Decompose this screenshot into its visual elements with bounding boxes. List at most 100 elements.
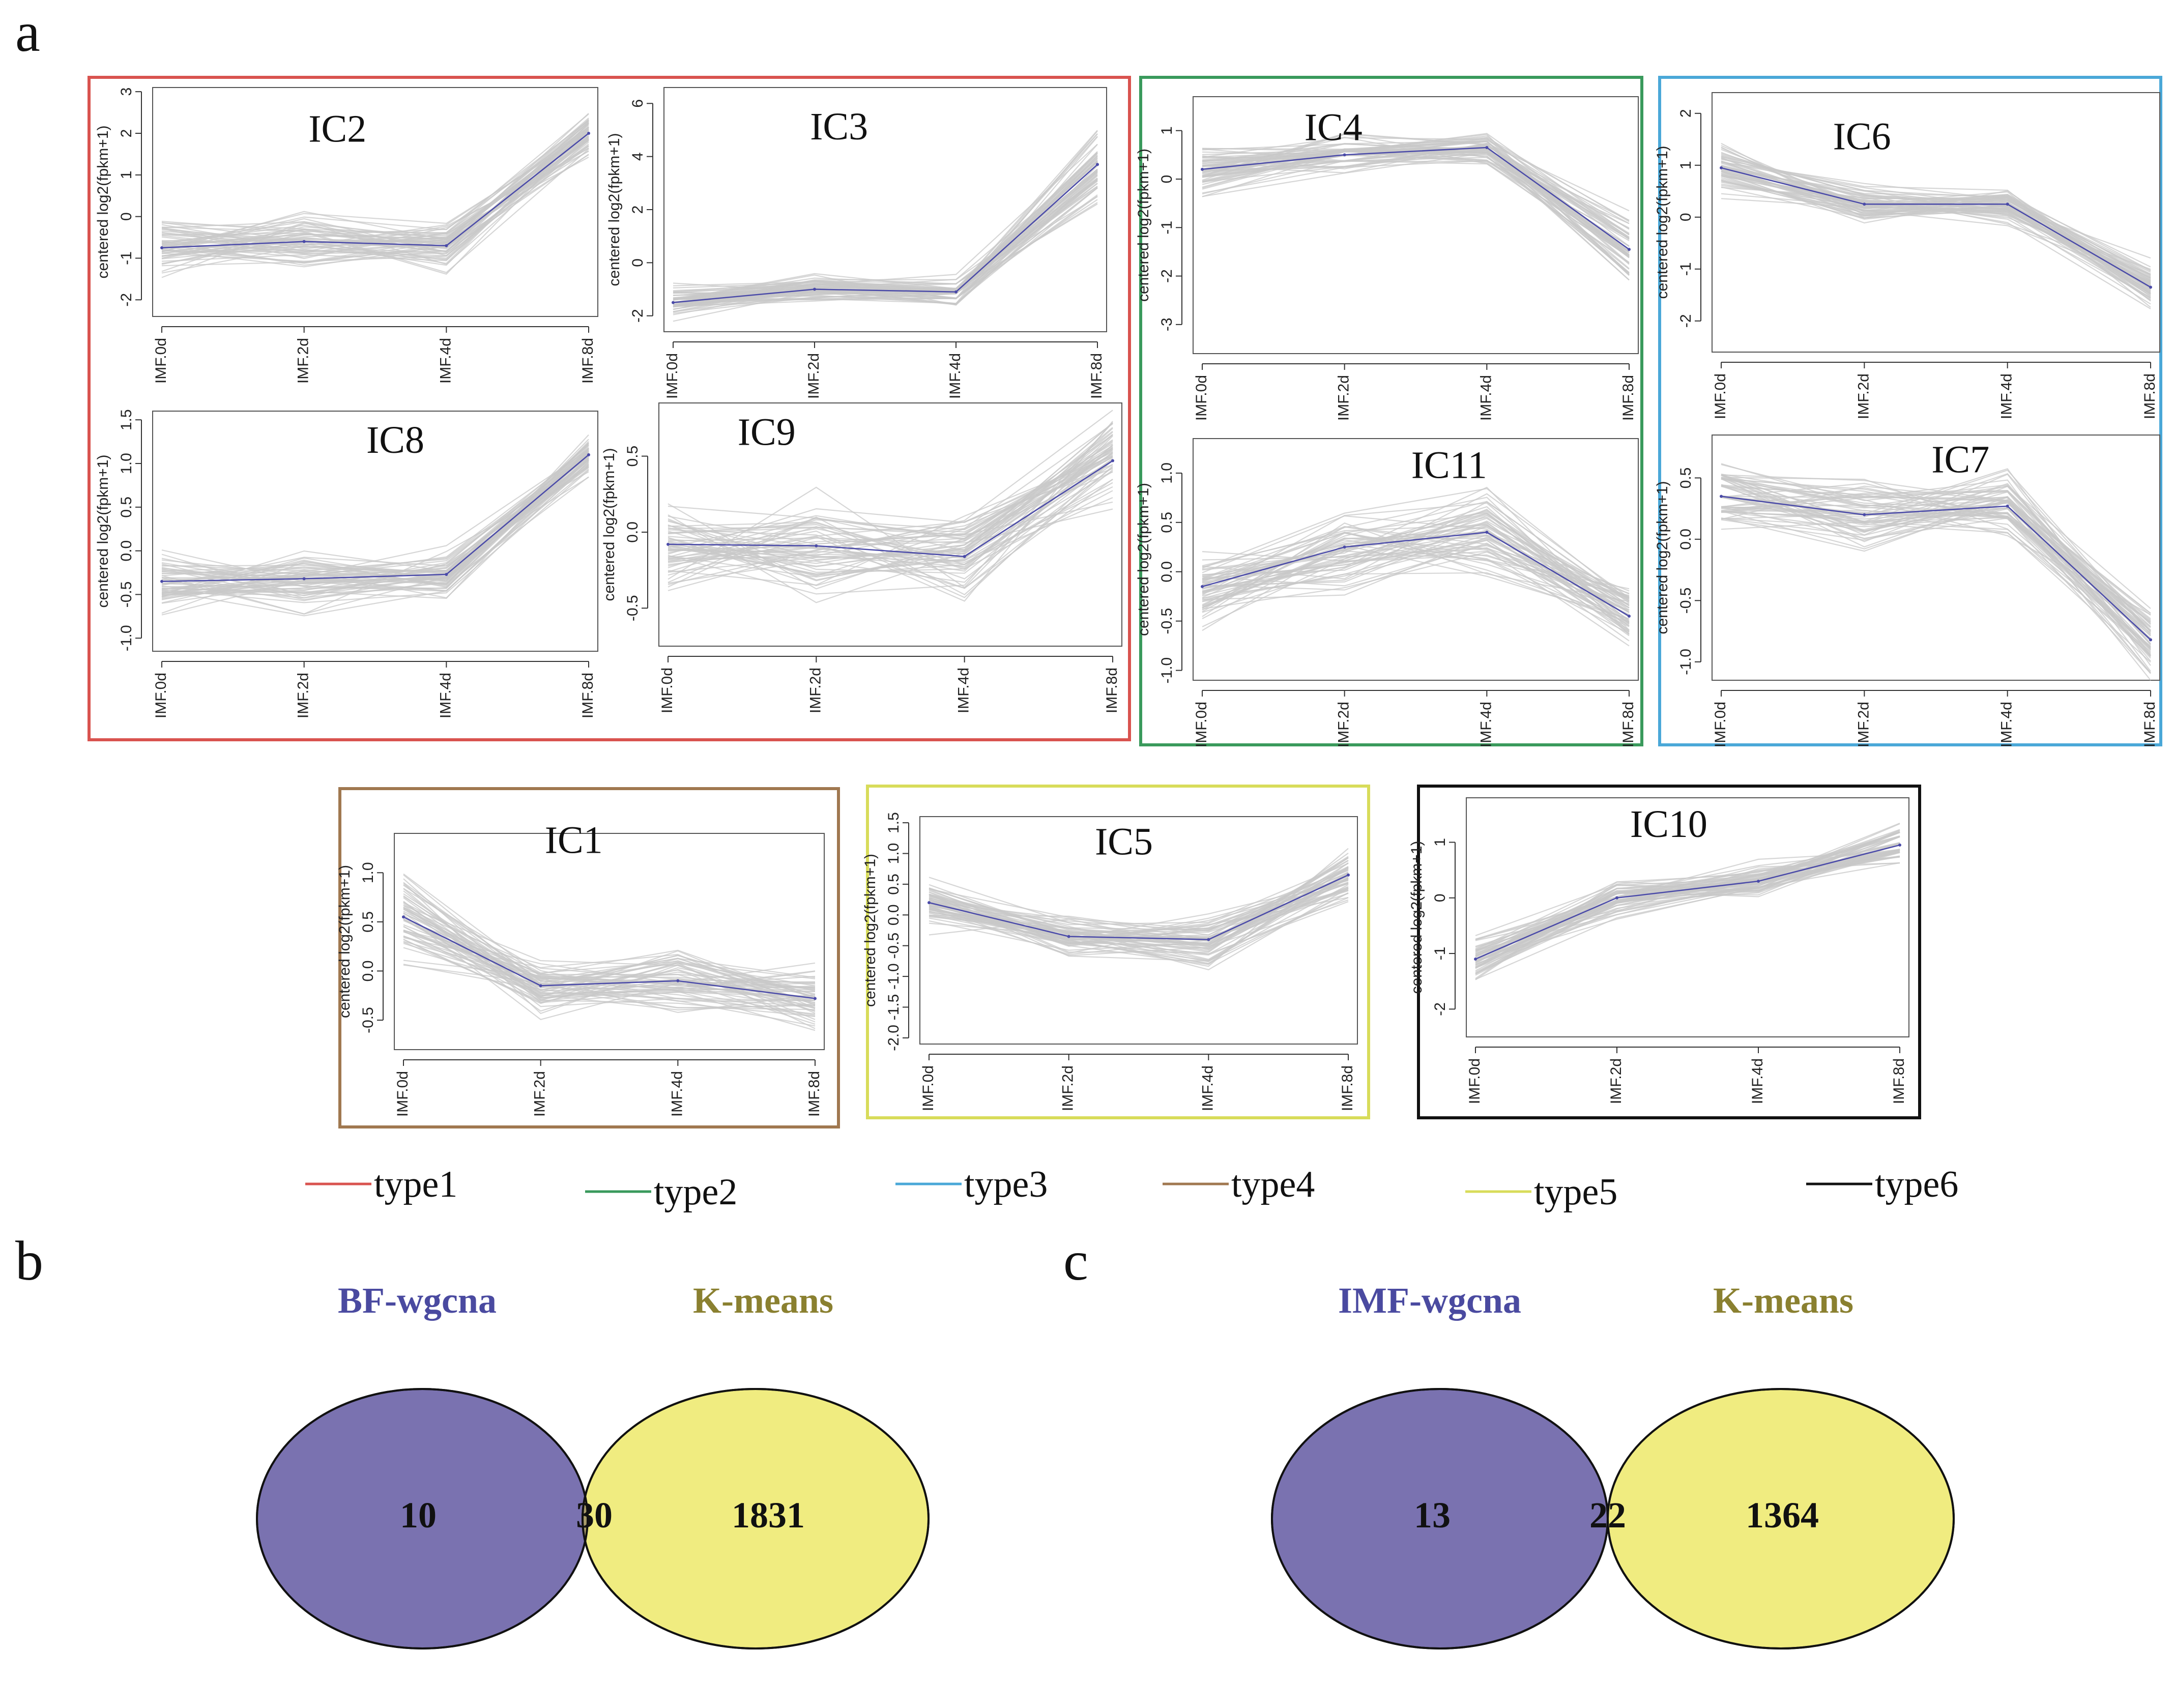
x-tick-label: IMF.8d [2141, 373, 2158, 419]
y-tick-label: 4 [629, 152, 646, 161]
centroid-point [1898, 843, 1901, 847]
gene-profile-line [673, 151, 1098, 305]
y-tick-label: 1.5 [118, 409, 135, 430]
gene-profile-line [1202, 524, 1630, 613]
chart-title: IC6 [1833, 115, 1891, 158]
y-tick-label: 1.0 [1158, 462, 1175, 484]
frame-type6 [1417, 785, 1921, 1119]
x-tick-label: IMF.8d [1620, 375, 1637, 421]
gene-profile-line [403, 918, 816, 999]
centroid-point [1201, 167, 1204, 171]
gene-profile-line [161, 127, 589, 249]
gene-profiles [1475, 822, 1900, 980]
y-tick-label: -1.0 [118, 625, 135, 651]
x-tick-label: IMF.8d [580, 338, 596, 384]
gene-profile-line [161, 476, 589, 597]
centroid-point [1615, 896, 1618, 900]
centroid-point [302, 240, 306, 243]
y-tick-label: -2 [1158, 269, 1175, 283]
gene-profile-line [673, 174, 1098, 305]
centroid-line [161, 133, 589, 249]
gene-profile-line [668, 436, 1113, 588]
plot-border [152, 411, 598, 652]
centroid-point [1201, 585, 1204, 588]
chart-ic4: -3 -2 -1 0 1 centered log2(fpkm+1) IMF.0d IMF.2… [1135, 96, 1639, 421]
x-tick-label: IMF.0d [659, 668, 676, 713]
x-tick-label: IMF.0d [1193, 702, 1210, 747]
y-tick-label: -0.5 [624, 595, 641, 621]
y-tick-label: -1.0 [1677, 649, 1694, 675]
gene-profile-line [668, 431, 1113, 603]
x-tick-label: IMF.4d [955, 668, 972, 713]
gene-profile-line [403, 907, 816, 1004]
chart-title: IC1 [545, 819, 603, 862]
venn-c-overlap-count: 22 [1589, 1495, 1626, 1536]
chart-title: IC11 [1411, 444, 1487, 487]
gene-profile-line [929, 875, 1349, 951]
legend-item-type1: type1 [305, 1164, 457, 1205]
x-tick-label: IMF.4d [1998, 702, 2015, 747]
x-tick-label: IMF.4d [1477, 702, 1494, 747]
y-tick-label: 0.0 [360, 961, 376, 982]
x-tick-label: IMF.4d [437, 673, 454, 718]
y-tick-label: 1.5 [885, 812, 902, 833]
centroid-point [963, 555, 966, 558]
centroid-line [929, 874, 1349, 940]
legend-label: type2 [654, 1171, 737, 1213]
gene-profiles [161, 112, 589, 278]
gene-profile-line [1721, 506, 2151, 663]
x-tick-label: IMF.8d [1104, 668, 1120, 713]
gene-profile-line [1721, 473, 2151, 635]
gene-profile-line [161, 467, 589, 614]
y-tick-label: -1 [1677, 262, 1694, 276]
y-tick-label: -0.5 [1158, 608, 1175, 634]
centroid-point [672, 301, 675, 304]
gene-profile-line [1202, 148, 1630, 257]
gene-profile-line [1721, 477, 2151, 614]
y-tick-label: -0.5 [118, 582, 135, 608]
gene-profile-line [1475, 831, 1900, 957]
gene-profile-line [668, 501, 1113, 536]
x-tick-label: IMF.2d [1336, 702, 1352, 747]
y-tick-label: -1 [1158, 221, 1175, 235]
y-tick-label: 2 [1677, 109, 1694, 118]
gene-profile-line [403, 888, 816, 1007]
centroid-point [1757, 879, 1760, 883]
gene-profile-line [929, 878, 1349, 940]
gene-profiles [161, 434, 589, 617]
frame-type3 [1658, 76, 2162, 746]
y-tick-label: 1.0 [885, 843, 902, 864]
venn-c-right-only: 1364 [1746, 1495, 1819, 1536]
y-tick-label: 1 [118, 170, 135, 179]
y-tick-label: 0.0 [1158, 561, 1175, 583]
gene-profile-line [673, 151, 1098, 300]
centroid-point [954, 290, 958, 294]
x-tick-label: IMF.2d [532, 1071, 548, 1117]
y-tick-label: -0.5 [360, 1007, 376, 1033]
y-tick-label: 0.0 [1677, 529, 1694, 550]
gene-profile-line [1202, 532, 1630, 634]
gene-profile-line [403, 930, 816, 1029]
legend-label: type1 [374, 1164, 457, 1205]
cluster-charts: -2 -1 0 1 2 3 centered log2(fpkm+1) IMF.0d IMF.2… [95, 87, 2160, 1117]
gene-profile-line [161, 131, 589, 278]
centroid-line [161, 454, 589, 582]
x-tick-label: IMF.8d [2141, 702, 2158, 747]
venn-b-left-title: BF-wgcna [338, 1280, 497, 1321]
venn-c-right-title: K-means [1713, 1280, 1853, 1321]
x-tick-label: IMF.2d [295, 338, 312, 384]
gene-profile-line [1202, 526, 1630, 622]
centroid-point [402, 915, 405, 919]
y-tick-label: 0.5 [624, 446, 641, 467]
gene-profile-line [161, 449, 589, 596]
venn-b-overlap-count: 30 [576, 1495, 613, 1536]
chart-title: IC10 [1630, 803, 1707, 846]
x-tick-label: IMF.4d [1998, 373, 2015, 419]
x-tick-label: IMF.0d [394, 1071, 411, 1117]
gene-profile-line [1721, 161, 2151, 259]
gene-profile-line [161, 122, 589, 263]
chart-ic2: -2 -1 0 1 2 3 centered log2(fpkm+1) IMF.0d IMF.2… [95, 87, 598, 384]
centroid-point [1720, 495, 1723, 498]
x-tick-label: IMF.2d [1336, 375, 1352, 421]
y-tick-label: -1 [118, 251, 135, 265]
